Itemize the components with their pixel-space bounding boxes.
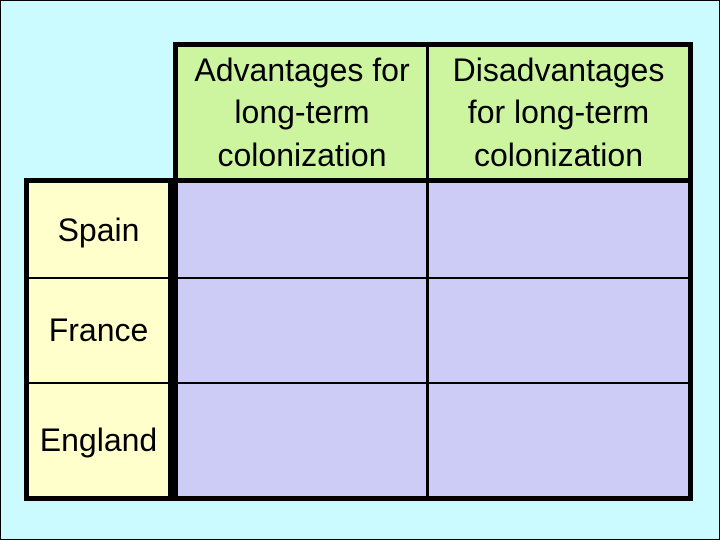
cell-spain-advantages [178,183,426,277]
row-label-france: France [29,277,168,382]
column-header-disadvantages: Disadvantages for long-term colonization [426,47,688,183]
colonization-comparison-table: Advantages for long-term colonization Di… [173,42,693,501]
row-header-column: Spain France England [24,178,173,501]
cell-spain-disadvantages [426,183,688,277]
cell-france-disadvantages [426,277,688,382]
cell-england-disadvantages [426,382,688,496]
row-label-spain: Spain [57,211,140,248]
row-label-england: England [29,382,168,496]
column-header-advantages: Advantages for long-term colonization [178,47,426,183]
cell-france-advantages [178,277,426,382]
cell-england-advantages [178,382,426,496]
